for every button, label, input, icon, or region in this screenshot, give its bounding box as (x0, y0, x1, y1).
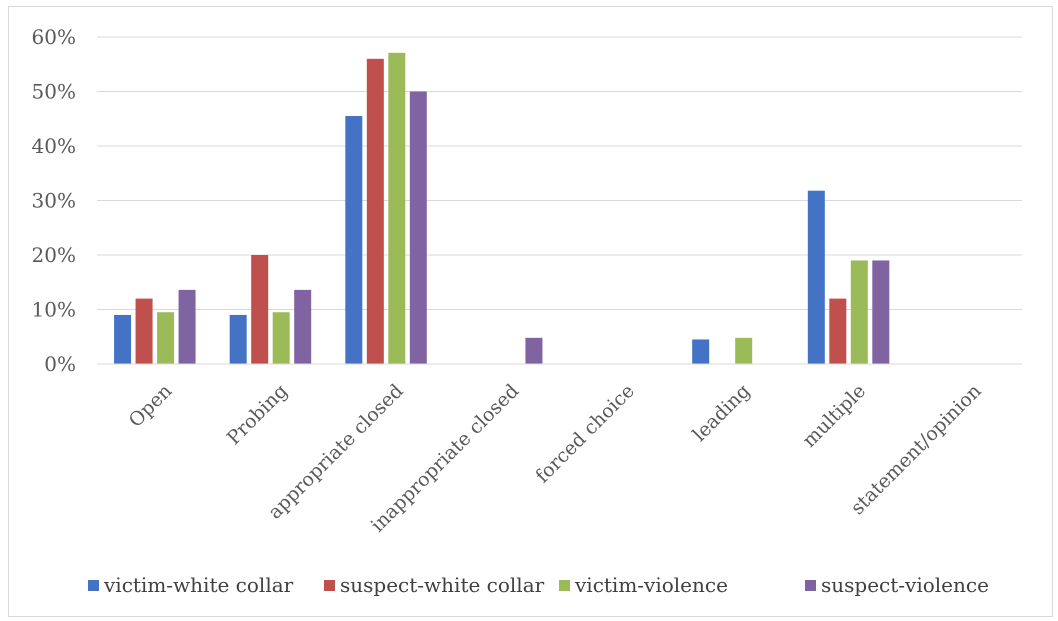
x-category-label: Open (125, 380, 177, 432)
bar-suspect-violence (178, 289, 196, 364)
bar-victim-white-collar (229, 314, 247, 364)
y-tick-label: 0% (44, 352, 76, 376)
y-axis-tick-labels: 0% 10% 20% 30% 40% 50% 60% (32, 25, 76, 376)
bar-victim-violence (850, 260, 868, 364)
legend-swatch (324, 580, 335, 591)
gridlines (97, 36, 1022, 310)
bars (114, 52, 890, 365)
legend-item: suspect-white collar (324, 573, 545, 597)
legend-item: victim-white collar (88, 573, 294, 597)
bar-victim-white-collar (692, 339, 710, 364)
bar-suspect-violence (409, 91, 427, 364)
bar-victim-white-collar (345, 116, 363, 365)
bar-suspect-white-collar (829, 298, 847, 364)
x-category-label: leading (689, 380, 755, 446)
legend-swatch (805, 580, 816, 591)
y-tick-label: 30% (32, 189, 76, 213)
bar-suspect-violence (294, 289, 312, 364)
bar-victim-white-collar (114, 314, 132, 364)
y-tick-label: 10% (32, 298, 76, 322)
bar-victim-violence (157, 312, 175, 364)
y-tick-label: 60% (32, 25, 76, 49)
y-tick-label: 20% (32, 243, 76, 267)
x-category-label: statement/opinion (847, 380, 986, 519)
legend-label: victim-white collar (103, 573, 294, 597)
bar-suspect-white-collar (366, 58, 384, 365)
bar-suspect-violence (525, 337, 543, 364)
legend-item: victim-violence (559, 573, 728, 597)
bar-victim-violence (272, 312, 290, 364)
y-tick-label: 40% (32, 134, 76, 158)
x-category-label: multiple (798, 380, 870, 452)
chart-area (8, 6, 1053, 617)
bar-suspect-white-collar (135, 298, 153, 364)
legend-label: suspect-violence (821, 573, 989, 597)
legend-label: victim-violence (574, 573, 728, 597)
legend: victim-white collar suspect-white collar v… (88, 573, 989, 597)
bar-victim-violence (735, 337, 753, 364)
legend-swatch (559, 580, 570, 591)
bar-suspect-white-collar (251, 255, 269, 364)
bar-victim-violence (388, 52, 406, 365)
x-category-label: forced choice (531, 380, 638, 487)
legend-label: suspect-white collar (340, 573, 545, 597)
legend-item: suspect-violence (805, 573, 989, 597)
x-category-label: Probing (223, 380, 292, 449)
bar-suspect-violence (872, 260, 890, 364)
legend-swatch (88, 580, 99, 591)
bar-victim-white-collar (807, 190, 825, 364)
y-tick-label: 50% (32, 80, 76, 104)
